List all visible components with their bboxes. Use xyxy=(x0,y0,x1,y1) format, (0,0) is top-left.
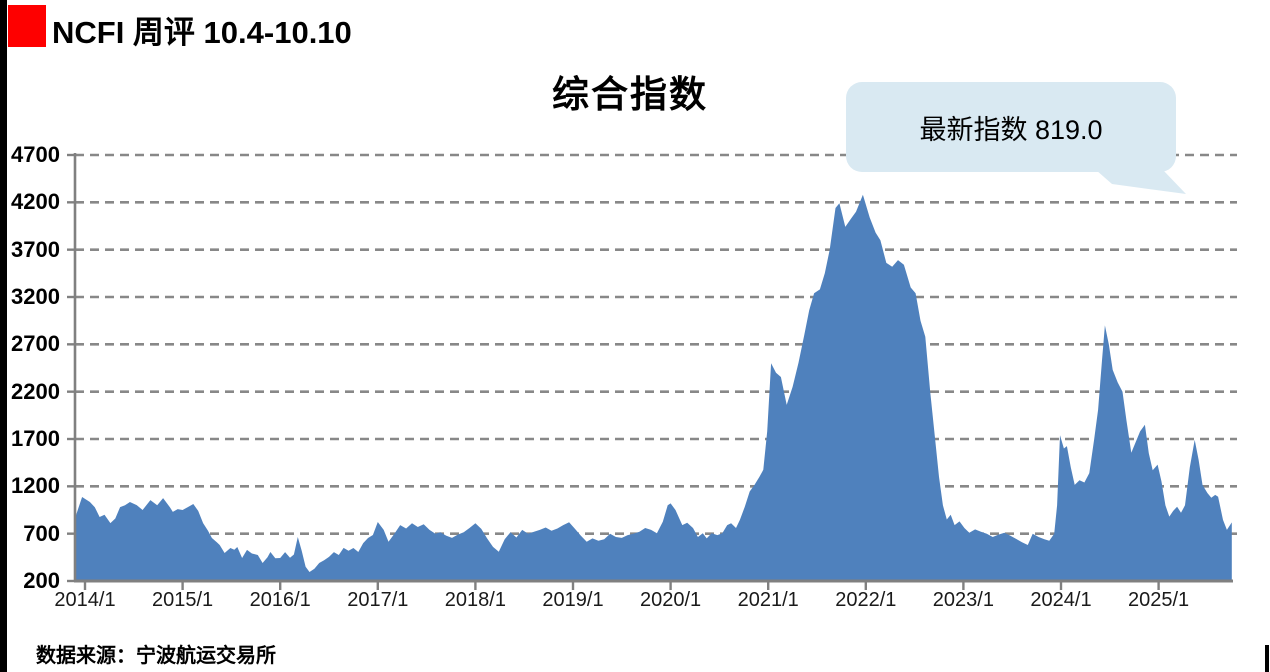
x-axis-label-2022-1: 2022/1 xyxy=(835,589,897,611)
latest-index-callout-bubble: 最新指数 819.0 xyxy=(846,82,1176,172)
y-axis-label-1200: 1200 xyxy=(11,473,60,499)
left-border-bar xyxy=(0,0,7,672)
y-axis-label-3700: 3700 xyxy=(11,236,60,262)
callout-tail xyxy=(1096,170,1186,194)
chart-title: 综合指数 xyxy=(552,74,708,115)
x-axis-label-2025-1: 2025/1 xyxy=(1128,589,1190,611)
y-axis-label-4200: 4200 xyxy=(11,189,60,215)
x-axis-label-2024-1: 2024/1 xyxy=(1030,589,1092,611)
y-axis-label-2700: 2700 xyxy=(11,331,60,357)
y-axis-label-700: 700 xyxy=(23,520,60,546)
y-axis-label-3200: 3200 xyxy=(11,284,60,309)
data-source-note: 数据来源：宁波航运交易所 xyxy=(36,645,276,667)
y-axis-label-2200: 2200 xyxy=(11,378,60,404)
red-square-logo xyxy=(8,5,46,47)
latest-index-callout-text: 最新指数 819.0 xyxy=(919,114,1103,145)
x-axis-label-2021-1: 2021/1 xyxy=(737,589,799,611)
y-axis-label-200: 200 xyxy=(23,568,60,593)
x-axis-label-2023-1: 2023/1 xyxy=(932,589,994,611)
x-axis-label-2015-1: 2015/1 xyxy=(152,589,214,611)
y-axis-label-1700: 1700 xyxy=(11,426,60,451)
x-axis-label-2018-1: 2018/1 xyxy=(444,589,506,611)
bottom-right-border xyxy=(1265,645,1269,672)
report-title: NCFI 周评 10.4-10.10 xyxy=(52,15,352,50)
y-axis-label-4700: 4700 xyxy=(11,142,60,167)
x-axis-label-2020-1: 2020/1 xyxy=(640,589,702,611)
x-axis-label-2016-1: 2016/1 xyxy=(249,589,311,611)
x-axis-label-2014-1: 2014/1 xyxy=(54,589,116,611)
x-axis-label-2017-1: 2017/1 xyxy=(347,589,409,611)
composite-index-area-series xyxy=(75,194,1232,582)
x-axis-label-2019-1: 2019/1 xyxy=(542,589,604,611)
